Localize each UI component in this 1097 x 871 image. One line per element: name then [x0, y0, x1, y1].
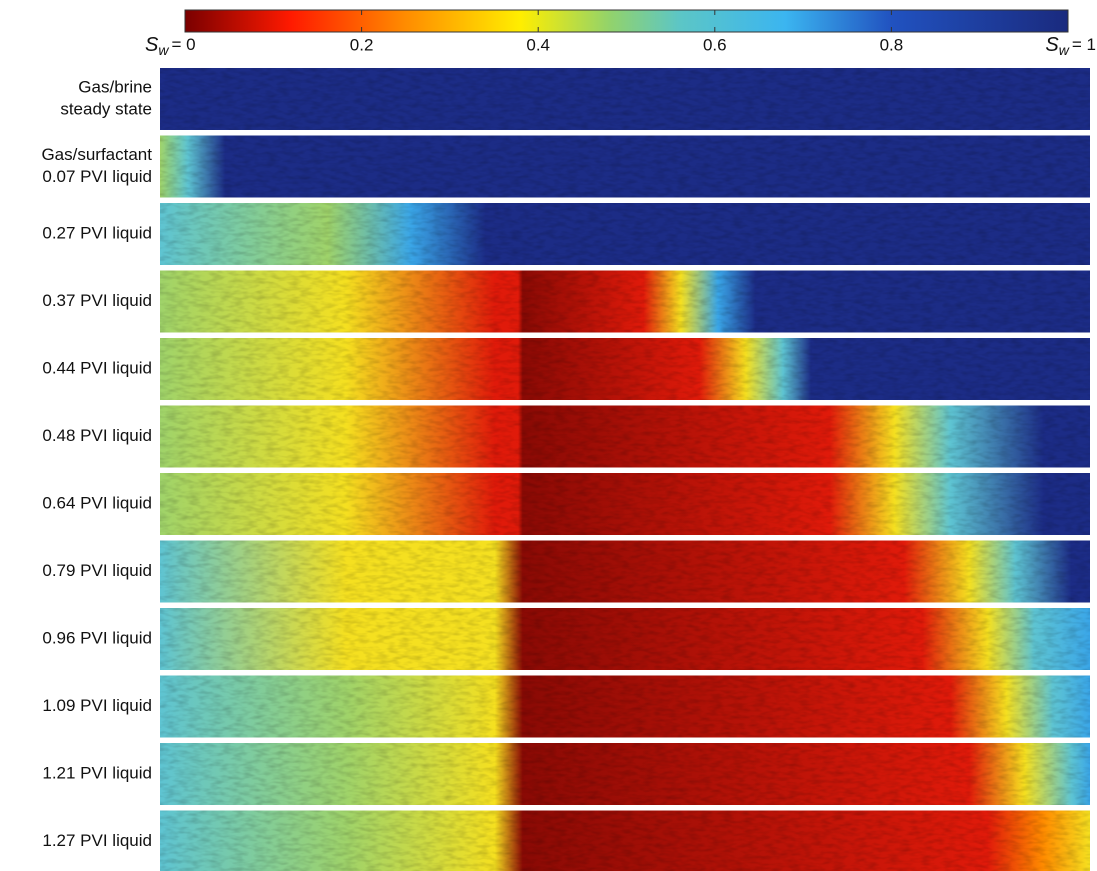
texture	[160, 68, 1090, 130]
row-label: 1.09 PVI liquid	[42, 696, 152, 715]
row-label: steady state	[60, 99, 152, 118]
row-label: Gas/surfactant	[41, 145, 152, 164]
texture	[160, 473, 1090, 535]
texture	[160, 135, 1090, 198]
subscript: w	[1059, 42, 1070, 58]
colorbar-tick-label: 0.6	[703, 35, 727, 54]
texture	[160, 338, 1090, 400]
texture	[160, 203, 1090, 265]
row-label: 0.44 PVI liquid	[42, 358, 152, 377]
row-label: 1.21 PVI liquid	[42, 763, 152, 782]
colorbar	[184, 9, 1069, 33]
texture	[160, 540, 1090, 603]
colorbar-tick-label: 0.4	[526, 35, 550, 54]
row-label: 0.37 PVI liquid	[42, 291, 152, 310]
texture	[160, 675, 1090, 738]
texture	[160, 608, 1090, 670]
colorbar-end-label: Sw = 0	[145, 34, 196, 57]
row-label: 0.96 PVI liquid	[42, 628, 152, 647]
value: = 1	[1072, 35, 1096, 54]
symbol: S	[1045, 34, 1059, 56]
row-label: 0.64 PVI liquid	[42, 493, 152, 512]
row-label: 0.48 PVI liquid	[42, 426, 152, 445]
symbol: S	[145, 34, 159, 56]
value: = 0	[171, 35, 195, 54]
texture	[160, 810, 1090, 871]
colorbar-end-label: Sw = 1	[1045, 34, 1096, 57]
subscript: w	[158, 42, 169, 58]
texture	[160, 270, 1090, 333]
row-label: 0.79 PVI liquid	[42, 561, 152, 580]
row-label: 0.27 PVI liquid	[42, 223, 152, 242]
colorbar-tick-label: 0.2	[350, 35, 374, 54]
row-label: 0.07 PVI liquid	[42, 167, 152, 186]
colorbar-tick-label: 0.8	[880, 35, 904, 54]
row-label: Gas/brine	[78, 77, 152, 96]
texture	[160, 743, 1090, 805]
row-label: 1.27 PVI liquid	[42, 831, 152, 850]
texture	[160, 405, 1090, 468]
